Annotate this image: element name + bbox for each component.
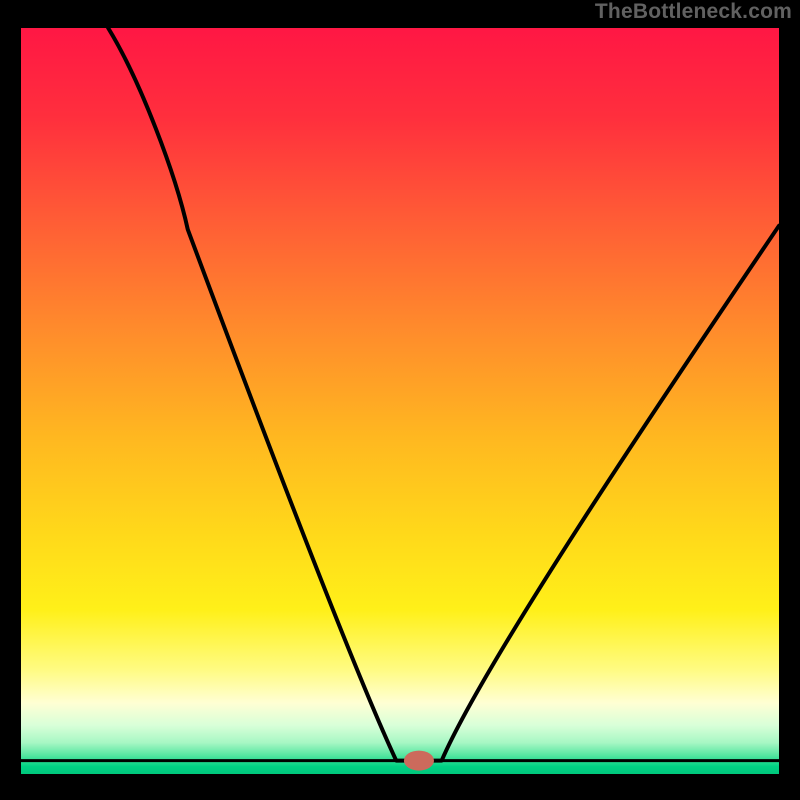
valley-marker <box>404 751 434 771</box>
attribution-label: TheBottleneck.com <box>595 0 792 24</box>
plot-background <box>21 28 779 774</box>
bottleneck-chart: TheBottleneck.com <box>0 0 800 800</box>
chart-svg <box>0 0 800 800</box>
